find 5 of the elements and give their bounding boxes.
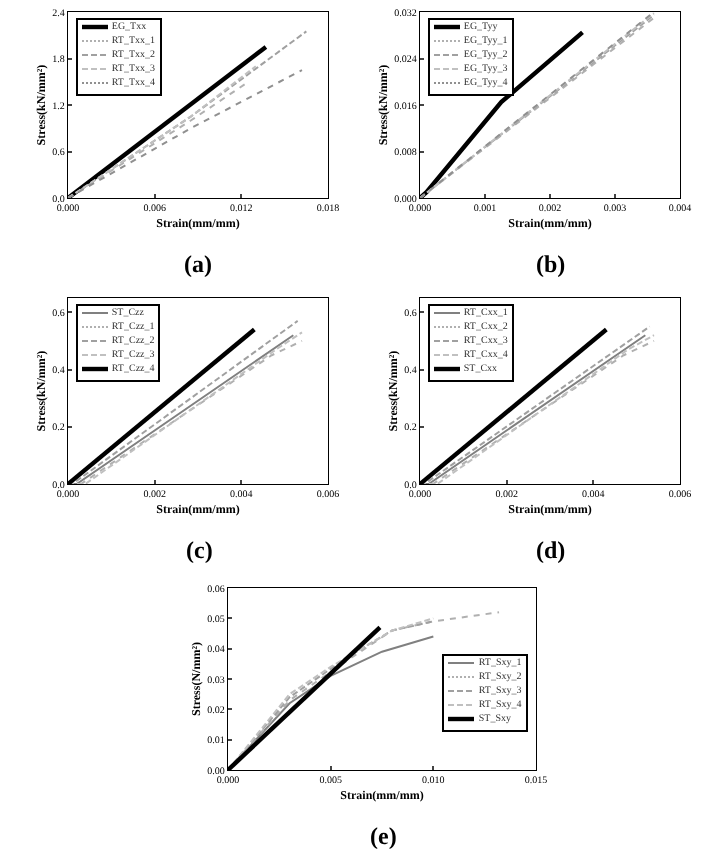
text: (c): [186, 536, 213, 564]
text: (a): [184, 250, 212, 278]
text: (b): [536, 250, 566, 278]
text: (d): [536, 536, 566, 564]
text: (e): [370, 822, 397, 850]
